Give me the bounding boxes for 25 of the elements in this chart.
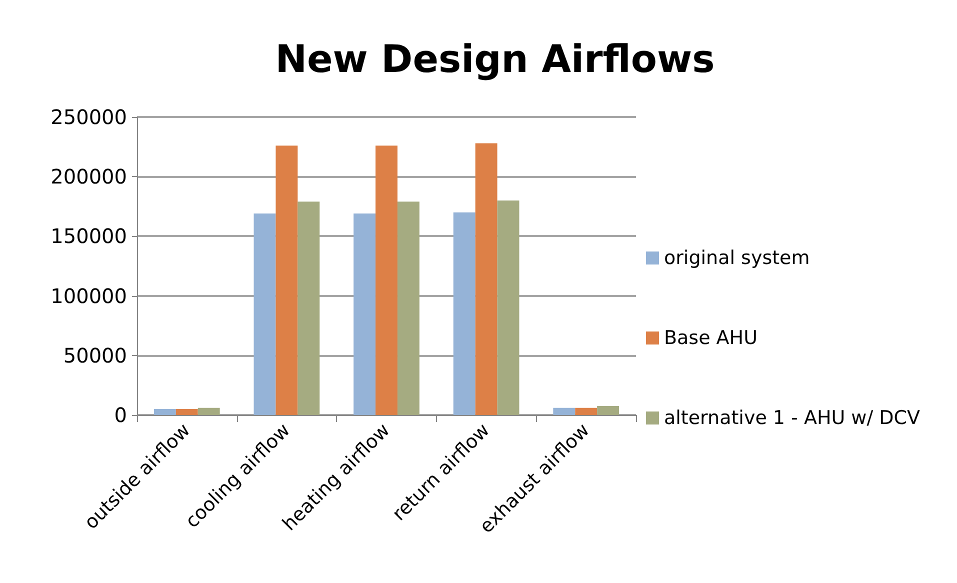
chart-title: New Design Airflows [275, 37, 715, 81]
bar [453, 212, 476, 415]
y-tick-label: 250000 [50, 105, 127, 129]
legend-label: alternative 1 - AHU w/ DCV [664, 407, 920, 429]
bar [597, 406, 620, 415]
bar [397, 202, 420, 415]
bar [276, 146, 298, 415]
y-tick-label: 150000 [50, 224, 127, 248]
bar [354, 214, 376, 415]
legend-label: original system [664, 247, 810, 269]
bar [154, 409, 176, 415]
y-tick-label: 0 [114, 403, 127, 427]
bar [497, 200, 520, 415]
bar [376, 146, 398, 415]
bar [176, 409, 198, 415]
bar [298, 202, 320, 415]
bar [198, 408, 220, 415]
y-tick-label: 200000 [50, 164, 127, 189]
bar [254, 214, 276, 415]
bar [475, 143, 498, 415]
y-tick-label: 50000 [63, 343, 127, 368]
y-tick-label: 100000 [50, 284, 127, 308]
bar [575, 408, 598, 415]
bar [553, 408, 576, 415]
legend-label: Base AHU [664, 327, 758, 349]
